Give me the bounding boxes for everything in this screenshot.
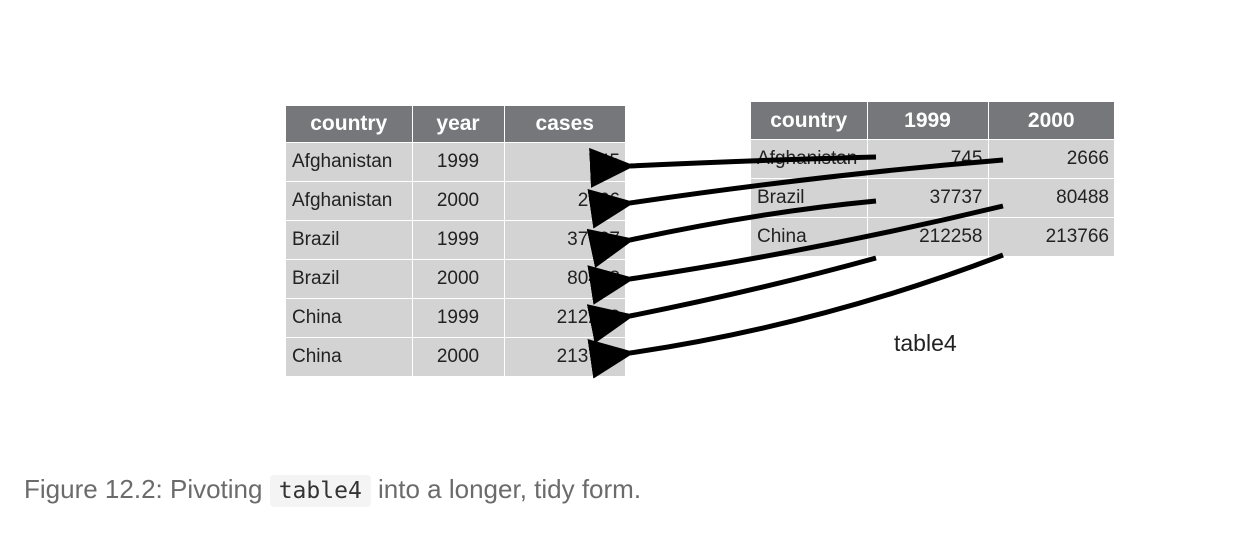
caption-code: table4 — [269, 475, 371, 507]
cell-1999: 37737 — [867, 178, 989, 218]
caption-suffix: into a longer, tidy form. — [370, 474, 642, 504]
cell-country: Brazil — [286, 259, 413, 299]
column-header-cases: cases — [504, 106, 625, 143]
arrow-china-2000 — [587, 252, 1004, 379]
column-header-1999: 1999 — [867, 102, 989, 140]
cell-year: 2000 — [412, 181, 505, 221]
cell-country: Afghanistan — [286, 142, 413, 182]
table-header-row: country year cases — [286, 106, 625, 143]
cell-year: 1999 — [412, 220, 505, 260]
figure-caption: Figure 12.2: Pivoting table4 into a long… — [24, 474, 642, 507]
arrow-afghanistan-1999 — [589, 147, 877, 188]
table-name-label: table4 — [894, 330, 957, 356]
table4-wide-table: country 1999 2000 Afghanistan 745 2666 B… — [751, 102, 1114, 256]
table-header-row: country 1999 2000 — [751, 102, 1114, 140]
arrow-brazil-2000 — [587, 203, 1004, 305]
column-header-country: country — [751, 102, 868, 140]
column-header-year: year — [412, 106, 505, 143]
table-row: Afghanistan 1999 745 — [286, 142, 625, 182]
column-header-country: country — [286, 106, 413, 143]
cell-2000: 80488 — [988, 178, 1114, 218]
cell-country: Afghanistan — [286, 181, 413, 221]
caption-prefix: Figure 12.2: Pivoting — [24, 474, 270, 504]
arrow-china-1999 — [586, 255, 877, 344]
cell-country: China — [286, 298, 413, 338]
cell-2000: 213766 — [988, 217, 1114, 256]
cell-year: 1999 — [412, 142, 505, 182]
cell-country: Brazil — [286, 220, 413, 260]
cell-country: China — [286, 337, 413, 376]
column-header-2000: 2000 — [988, 102, 1114, 140]
table-row: China 212258 213766 — [751, 217, 1114, 256]
arrow-afghanistan-2000 — [587, 157, 1004, 229]
arrow-brazil-1999 — [586, 198, 877, 268]
cell-year: 2000 — [412, 259, 505, 299]
cell-2000: 2666 — [988, 139, 1114, 179]
cell-year: 1999 — [412, 298, 505, 338]
cell-year: 2000 — [412, 337, 505, 376]
